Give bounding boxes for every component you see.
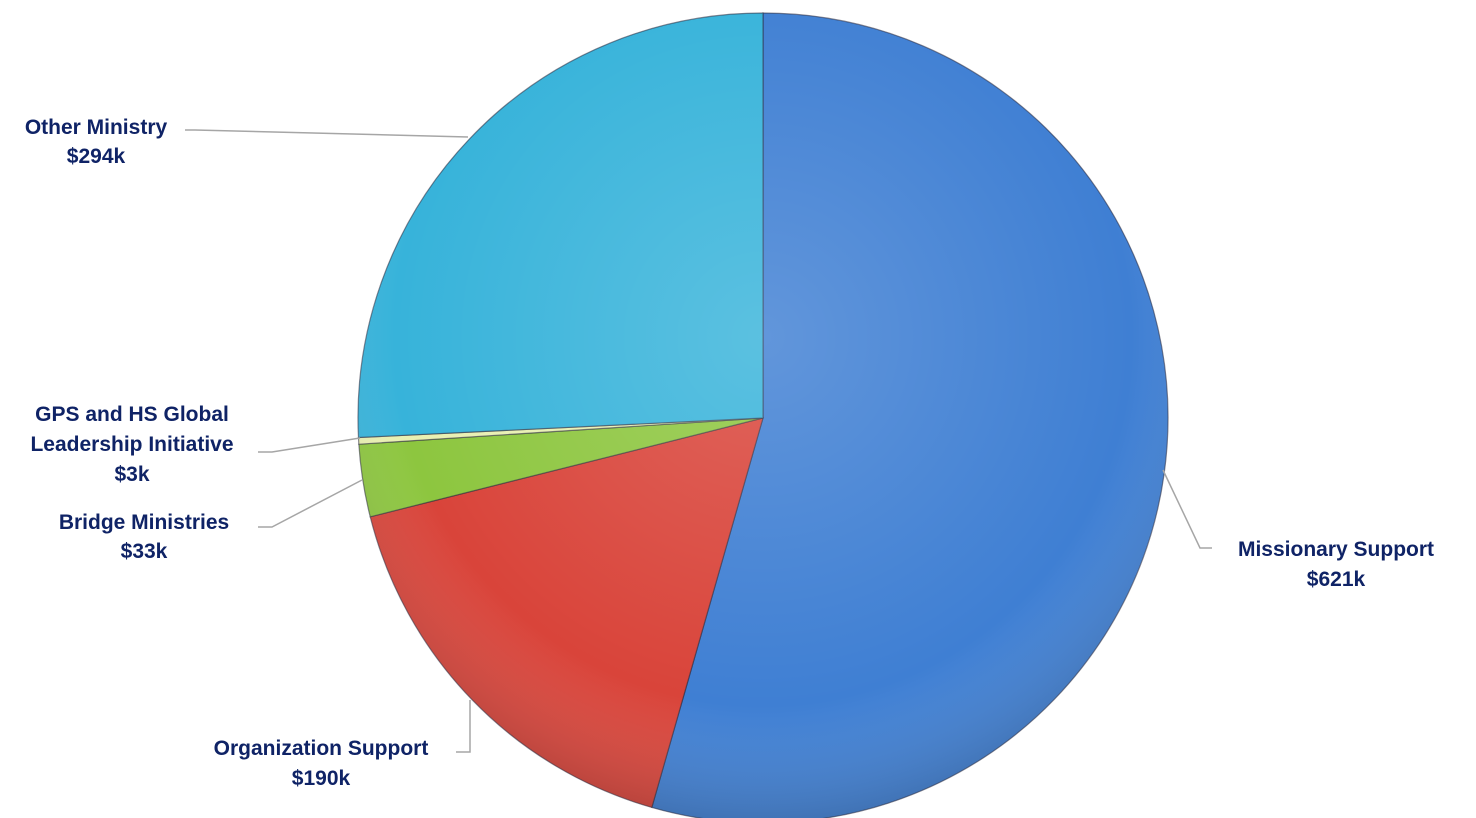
label-gps-hs-value: $3k: [114, 463, 149, 486]
label-organization-support-value: $190k: [292, 767, 351, 790]
label-missionary-support-value: $621k: [1307, 568, 1366, 591]
leader-line-organization-support: [456, 700, 471, 753]
pie-slices: [357, 12, 1169, 818]
label-bridge-ministries: Bridge Ministries $33k: [59, 511, 229, 563]
label-other-ministry: Other Ministry $294k: [25, 116, 168, 168]
leader-line-gps-hs: [258, 437, 361, 453]
leader-line-missionary-support: [1162, 469, 1212, 549]
label-gps-hs-name-line-1: GPS and HS Global: [35, 403, 229, 426]
label-missionary-support-name: Missionary Support: [1238, 538, 1434, 561]
label-missionary-support: Missionary Support $621k: [1238, 538, 1434, 591]
leader-line-bridge-ministries: [258, 479, 363, 528]
label-bridge-ministries-name: Bridge Ministries: [59, 511, 229, 534]
label-other-ministry-name: Other Ministry: [25, 116, 168, 139]
label-organization-support: Organization Support $190k: [214, 737, 429, 790]
leader-line-other-ministry: [185, 129, 469, 138]
label-gps-hs: GPS and HS Global Leadership Initiative …: [30, 403, 233, 486]
pie-slice-other-ministry: [357, 12, 764, 439]
label-bridge-ministries-value: $33k: [121, 540, 168, 563]
label-gps-hs-name-line-2: Leadership Initiative: [30, 433, 233, 456]
label-other-ministry-value: $294k: [67, 145, 126, 168]
label-organization-support-name: Organization Support: [214, 737, 429, 760]
